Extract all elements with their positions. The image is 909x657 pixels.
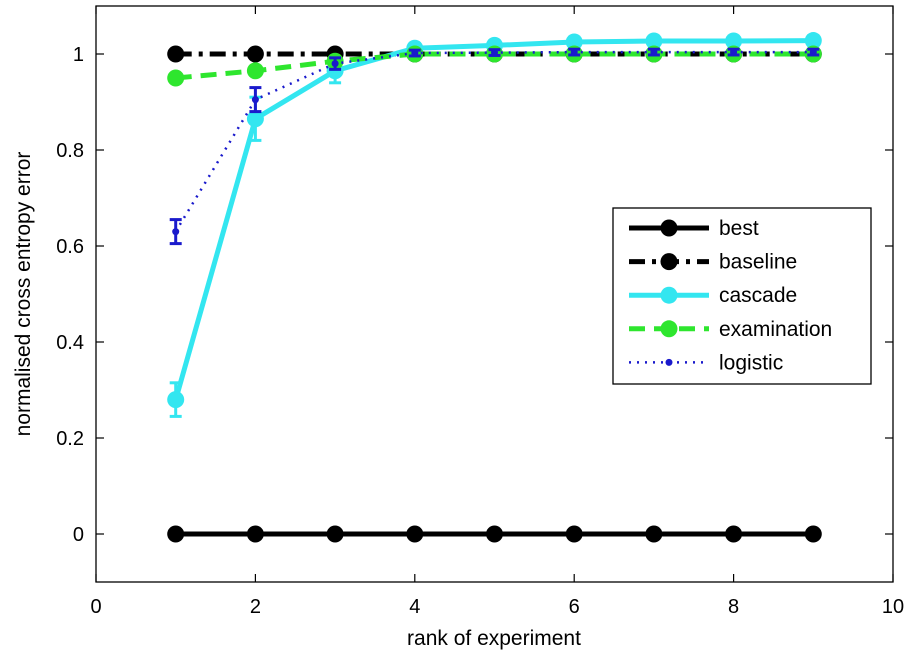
data-point-best — [725, 525, 743, 543]
data-point-cascade — [246, 110, 264, 128]
legend-label-baseline: baseline — [719, 251, 797, 274]
data-point-cascade — [167, 391, 185, 409]
legend-marker-logistic — [665, 358, 673, 366]
y-tick-label: 0.8 — [56, 140, 84, 162]
data-point-cascade — [565, 33, 583, 51]
x-tick-label: 6 — [569, 596, 580, 618]
legend-marker-examination — [660, 320, 678, 338]
data-point-best — [565, 525, 583, 543]
legend-label-cascade: cascade — [719, 284, 797, 307]
y-tick-label: 0.6 — [56, 236, 84, 258]
x-tick-label: 10 — [882, 596, 904, 618]
data-point-logistic — [251, 96, 259, 104]
legend-label-best: best — [719, 217, 759, 240]
legend-marker-best — [660, 219, 678, 237]
data-point-examination — [167, 69, 185, 87]
data-point-cascade — [804, 32, 822, 50]
legend-marker-cascade — [660, 286, 678, 304]
data-point-logistic — [730, 48, 738, 56]
x-tick-label: 0 — [90, 596, 101, 618]
data-point-best — [167, 525, 185, 543]
series-best — [167, 525, 822, 543]
legend-marker-baseline — [660, 253, 678, 271]
data-point-logistic — [650, 48, 658, 56]
data-point-logistic — [172, 228, 180, 236]
y-tick-label: 0 — [73, 524, 84, 546]
data-point-best — [406, 525, 424, 543]
y-tick-label: 0.4 — [56, 332, 84, 354]
data-point-logistic — [411, 49, 419, 57]
data-point-baseline — [167, 45, 185, 63]
legend-label-examination: examination — [719, 318, 832, 341]
data-point-examination — [246, 62, 264, 80]
series-layer — [167, 32, 822, 543]
x-tick-label: 8 — [728, 596, 739, 618]
data-point-logistic — [331, 60, 339, 68]
data-point-best — [645, 525, 663, 543]
data-point-logistic — [491, 49, 498, 57]
data-point-cascade — [725, 32, 743, 50]
data-point-logistic — [570, 48, 578, 56]
data-point-best — [486, 525, 503, 543]
y-tick-label: 1 — [73, 44, 84, 66]
series-line-logistic — [174, 50, 814, 233]
x-tick-label: 2 — [250, 596, 261, 618]
axes-layer: 0 2 4 6 8 10 0 0.2 0.4 0.6 0.8 1 — [56, 6, 904, 618]
x-axis-label: rank of experiment — [407, 627, 581, 650]
legend: best baseline cascade examination logistic — [612, 207, 872, 385]
series-line-examination — [175, 51, 814, 81]
data-point-cascade — [645, 32, 663, 50]
data-point-best — [246, 525, 264, 543]
y-axis-label: normalised cross entropy error — [12, 152, 35, 437]
legend-label-logistic: logistic — [719, 351, 783, 374]
plot-frame — [95, 5, 894, 583]
data-point-logistic — [809, 48, 817, 56]
x-tick-label: 4 — [409, 596, 420, 618]
data-point-best — [326, 525, 344, 543]
data-point-baseline — [246, 45, 264, 63]
series-logistic — [169, 47, 820, 246]
data-point-best — [804, 525, 822, 543]
y-tick-label: 0.2 — [56, 428, 84, 450]
